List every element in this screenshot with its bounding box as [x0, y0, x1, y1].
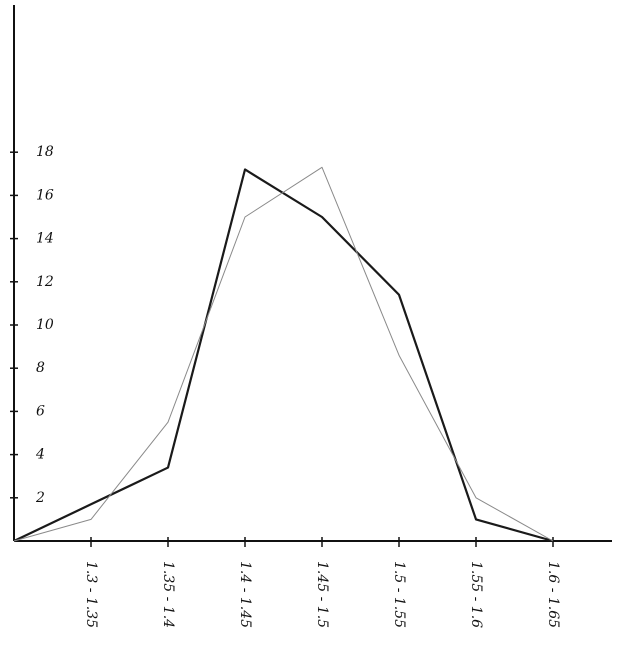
y-tick-label: 10: [36, 317, 54, 333]
x-tick-label: 1.6 - 1.65: [545, 561, 561, 628]
y-tick-label: 18: [36, 144, 54, 160]
y-tick-label: 2: [35, 490, 45, 506]
x-tick-label: 1.5 - 1.55: [391, 561, 407, 628]
y-tick-label: 8: [36, 360, 45, 376]
x-tick-label: 1.4 - 1.45: [237, 561, 253, 628]
series-line: [13, 166, 554, 542]
y-tick-label: 14: [36, 231, 54, 247]
series-line: [13, 168, 554, 543]
y-tick-label: 4: [35, 447, 45, 463]
y-tick-label: 12: [36, 274, 54, 290]
x-tick-label: 1.3 - 1.35: [83, 561, 99, 628]
y-tick-label: 16: [36, 187, 54, 203]
y-tick-label: 6: [36, 403, 45, 419]
x-tick-label: 1.55 - 1.6: [468, 561, 484, 628]
x-tick-label: 1.45 - 1.5: [314, 561, 330, 628]
x-tick-label: 1.35 - 1.4: [160, 561, 176, 628]
